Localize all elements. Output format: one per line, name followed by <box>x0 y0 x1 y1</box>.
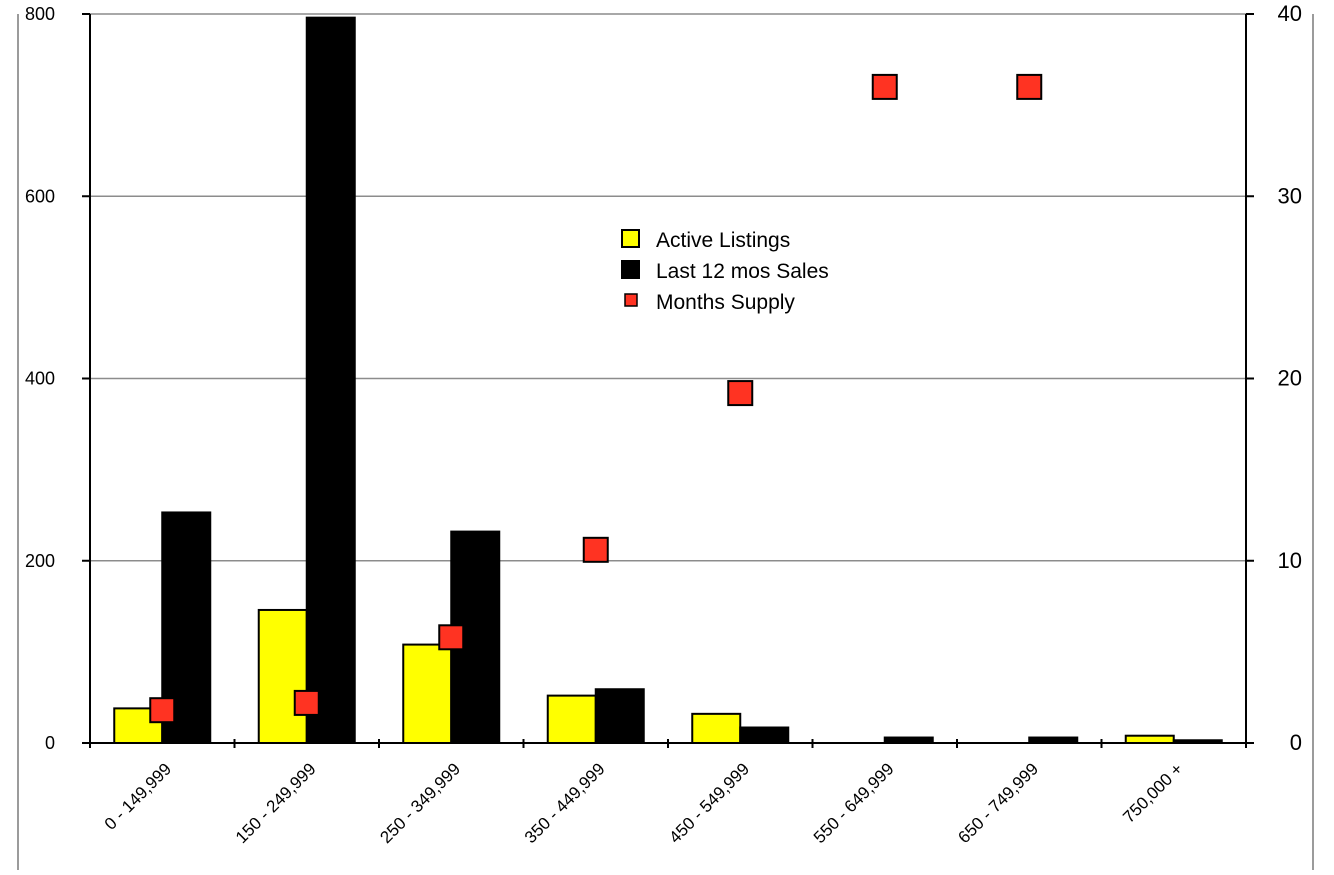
bar-active-listings <box>257 608 308 745</box>
point-months-supply <box>149 697 176 724</box>
bar-active-listings <box>546 694 597 744</box>
y-right-tick-label: 40 <box>1278 1 1302 26</box>
y-left-tick-label: 600 <box>25 186 55 206</box>
legend-label: Months Supply <box>656 291 795 314</box>
point-months-supply <box>1016 73 1043 100</box>
bar-active-listings <box>1124 734 1175 745</box>
legend-label: Last 12 mos Sales <box>656 260 829 283</box>
x-tick-label: 450 - 549,999 <box>665 759 753 847</box>
x-tick-label: 250 - 349,999 <box>376 759 464 847</box>
x-tick-label: 750,000 + <box>1119 759 1186 826</box>
y-left-tick-label: 200 <box>25 551 55 571</box>
point-months-supply <box>871 73 898 100</box>
legend-swatch-months-supply <box>624 293 638 307</box>
bar-active-listings <box>691 712 742 745</box>
y-left-tick-label: 800 <box>25 4 55 24</box>
point-layer <box>149 73 1043 724</box>
x-tick-label: 0 - 149,999 <box>101 759 175 833</box>
legend-swatch-active-listings <box>621 229 640 248</box>
bar-last-12-mos-sales <box>739 726 790 744</box>
legend-swatch-last-12-mos-sales <box>621 260 640 279</box>
x-tick-label: 550 - 649,999 <box>810 759 898 847</box>
y-right-tick-label: 20 <box>1278 366 1302 391</box>
bar-layer <box>113 16 1223 745</box>
y-left-tick-label: 400 <box>25 369 55 389</box>
x-tick-label: 150 - 249,999 <box>232 759 320 847</box>
y-right-tick-label: 30 <box>1278 183 1302 208</box>
grid-layer <box>17 13 1314 870</box>
point-months-supply <box>727 380 754 407</box>
axis-layer: 0 200 400 600 800 0 10 20 30 40 0 - 149,999 150 - 2… <box>25 1 1302 847</box>
y-right-tick-label: 10 <box>1278 548 1302 573</box>
y-right-tick-label: 0 <box>1290 730 1302 755</box>
legend: Active Listings Last 12 mos Sales Months S… <box>621 229 829 314</box>
y-left-tick-label: 0 <box>45 733 55 753</box>
x-tick-label: 350 - 449,999 <box>521 759 609 847</box>
bar-last-12-mos-sales <box>305 16 356 744</box>
point-months-supply <box>438 624 465 651</box>
point-months-supply <box>582 536 609 563</box>
bar-last-12-mos-sales <box>594 688 645 745</box>
bar-active-listings <box>402 643 453 745</box>
point-months-supply <box>293 689 320 716</box>
x-tick-label: 650 - 749,999 <box>954 759 1042 847</box>
legend-label: Active Listings <box>656 229 790 252</box>
